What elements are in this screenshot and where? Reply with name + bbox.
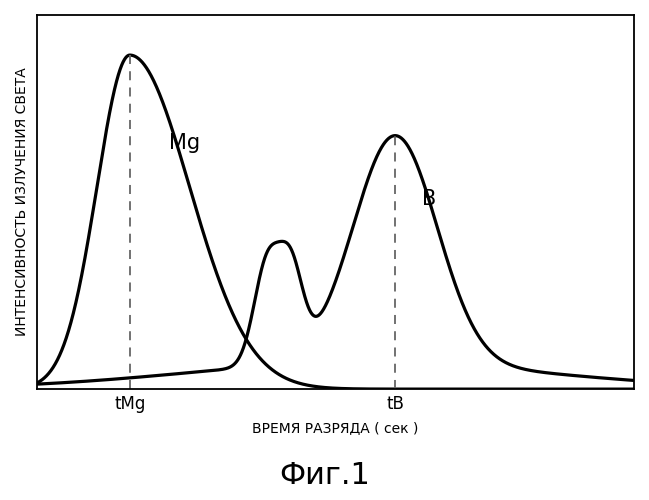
- Text: Фиг.1: Фиг.1: [279, 461, 370, 490]
- Text: Mg: Mg: [169, 132, 200, 152]
- Y-axis label: ИНТЕНСИВНОСТЬ ИЗЛУЧЕНИЯ СВЕТА: ИНТЕНСИВНОСТЬ ИЗЛУЧЕНИЯ СВЕТА: [15, 68, 29, 336]
- Text: B: B: [422, 190, 436, 210]
- X-axis label: ВРЕМЯ РАЗРЯДА ( сек ): ВРЕМЯ РАЗРЯДА ( сек ): [252, 421, 419, 435]
